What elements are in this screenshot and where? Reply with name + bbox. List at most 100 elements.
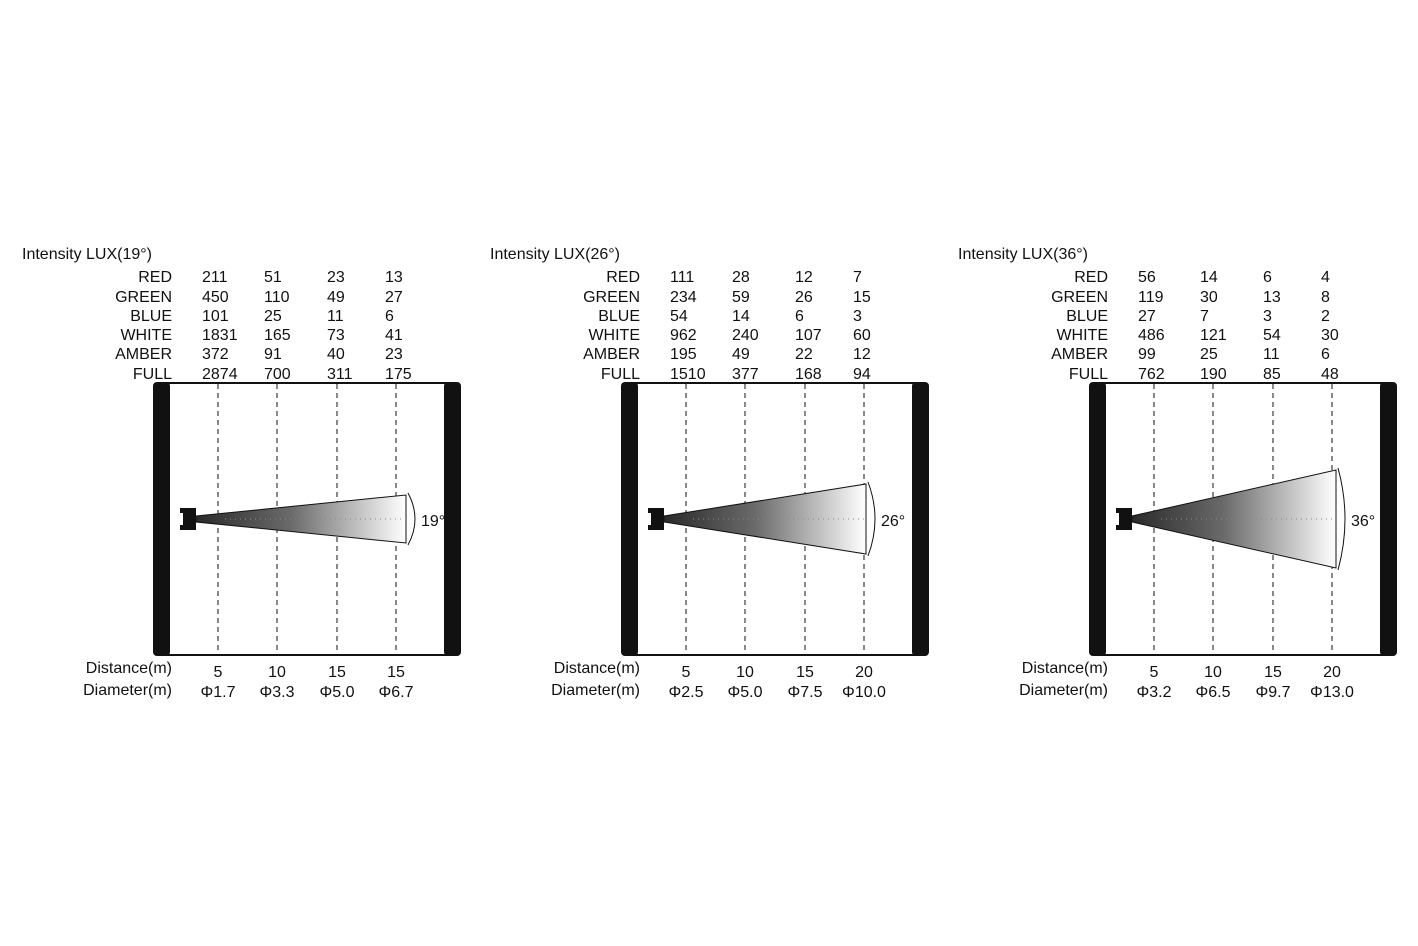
distance-value: 10 <box>736 664 754 681</box>
lux-value: 28 <box>732 269 750 286</box>
diameter-value: Φ13.0 <box>1310 684 1354 701</box>
diameter-value: Φ2.5 <box>668 684 703 701</box>
lux-value: 190 <box>1200 366 1227 383</box>
lux-value: 99 <box>1138 346 1156 363</box>
lux-value: 30 <box>1200 289 1218 306</box>
right-wall <box>1380 382 1397 656</box>
distance-value: 10 <box>1204 664 1222 681</box>
beam-angle-label: 19° <box>421 513 445 530</box>
lux-value: 175 <box>385 366 412 383</box>
lux-value: 450 <box>202 289 229 306</box>
lux-value: 6 <box>1263 269 1272 286</box>
diameter-value: Φ5.0 <box>319 684 354 701</box>
angle-arc <box>1337 467 1346 571</box>
distance-value: 5 <box>682 664 691 681</box>
distance-value: 5 <box>214 664 223 681</box>
lux-value: 4 <box>1321 269 1330 286</box>
angle-arc <box>867 481 876 557</box>
lux-value: 234 <box>670 289 697 306</box>
distance-value: 15 <box>796 664 814 681</box>
lux-value: 59 <box>732 289 750 306</box>
lux-value: 54 <box>670 308 688 325</box>
lux-value: 30 <box>1321 327 1339 344</box>
diameter-label: Diameter(m) <box>551 682 640 699</box>
diameter-label: Diameter(m) <box>83 682 172 699</box>
distance-value: 15 <box>387 664 405 681</box>
distance-value: 20 <box>855 664 873 681</box>
lux-value: 22 <box>795 346 813 363</box>
lux-value: 94 <box>853 366 871 383</box>
lux-value: 311 <box>327 366 353 383</box>
row-label-red: RED <box>1074 269 1108 286</box>
lux-value: 195 <box>670 346 697 363</box>
right-wall <box>912 382 929 656</box>
diameter-value: Φ10.0 <box>842 684 886 701</box>
beam-panel-1: Intensity LUX(19°) RED 211 51 23 13 GREEN 450 11… <box>22 246 461 701</box>
fixture-icon <box>1116 508 1132 530</box>
lux-value: 13 <box>1263 289 1281 306</box>
row-label-amber: AMBER <box>115 346 172 363</box>
lux-value: 48 <box>1321 366 1339 383</box>
lux-value: 11 <box>327 308 344 325</box>
lux-value: 762 <box>1138 366 1165 383</box>
diameter-value: Φ1.7 <box>200 684 235 701</box>
lux-value: 12 <box>795 269 813 286</box>
beam-panel-2: Intensity LUX(26°) RED 111 28 12 7 GREEN 234 59 2… <box>490 246 929 701</box>
lux-value: 40 <box>327 346 345 363</box>
lux-value: 372 <box>202 346 229 363</box>
distance-value: 10 <box>268 664 286 681</box>
row-label-full: FULL <box>601 366 640 383</box>
lux-value: 23 <box>385 346 403 363</box>
row-label-full: FULL <box>1069 366 1108 383</box>
lux-value: 165 <box>264 327 291 344</box>
diameter-value: Φ7.5 <box>787 684 822 701</box>
lux-value: 6 <box>1321 346 1330 363</box>
row-label-blue: BLUE <box>130 308 172 325</box>
fixture-icon <box>180 508 196 530</box>
row-label-white: WHITE <box>588 327 640 344</box>
lux-value: 27 <box>1138 308 1156 325</box>
distance-label: Distance(m) <box>86 660 172 677</box>
lux-value: 6 <box>795 308 804 325</box>
lux-value: 119 <box>1138 289 1164 306</box>
lux-value: 56 <box>1138 269 1156 286</box>
row-label-blue: BLUE <box>598 308 640 325</box>
panel-title: Intensity LUX(26°) <box>490 246 620 263</box>
lux-value: 2 <box>1321 308 1330 325</box>
lux-value: 51 <box>264 269 282 286</box>
diameter-value: Φ6.7 <box>378 684 413 701</box>
lux-value: 7 <box>853 269 862 286</box>
lux-value: 12 <box>853 346 871 363</box>
lux-value: 14 <box>1200 269 1218 286</box>
lux-value: 25 <box>1200 346 1218 363</box>
right-wall <box>444 382 461 656</box>
lux-value: 54 <box>1263 327 1281 344</box>
lux-value: 377 <box>732 366 759 383</box>
lux-value: 25 <box>264 308 282 325</box>
lux-value: 107 <box>795 327 822 344</box>
lux-value: 700 <box>264 366 291 383</box>
lux-value: 3 <box>1263 308 1272 325</box>
light-beam <box>1131 469 1337 569</box>
light-beam <box>663 483 867 555</box>
lux-value: 168 <box>795 366 822 383</box>
lux-value: 26 <box>795 289 813 306</box>
lux-value: 121 <box>1200 327 1227 344</box>
lux-value: 962 <box>670 327 697 344</box>
row-label-amber: AMBER <box>583 346 640 363</box>
lux-value: 110 <box>264 289 290 306</box>
left-wall <box>621 382 638 656</box>
left-wall <box>153 382 170 656</box>
beam-angle-label: 26° <box>881 513 905 530</box>
distance-value: 5 <box>1150 664 1159 681</box>
lux-value: 240 <box>732 327 759 344</box>
angle-arc <box>407 492 416 546</box>
lux-value: 1831 <box>202 327 238 344</box>
lux-value: 1510 <box>670 366 706 383</box>
row-label-green: GREEN <box>115 289 172 306</box>
lux-value: 2874 <box>202 366 238 383</box>
left-wall <box>1089 382 1106 656</box>
lux-value: 111 <box>670 269 694 286</box>
row-label-full: FULL <box>133 366 172 383</box>
